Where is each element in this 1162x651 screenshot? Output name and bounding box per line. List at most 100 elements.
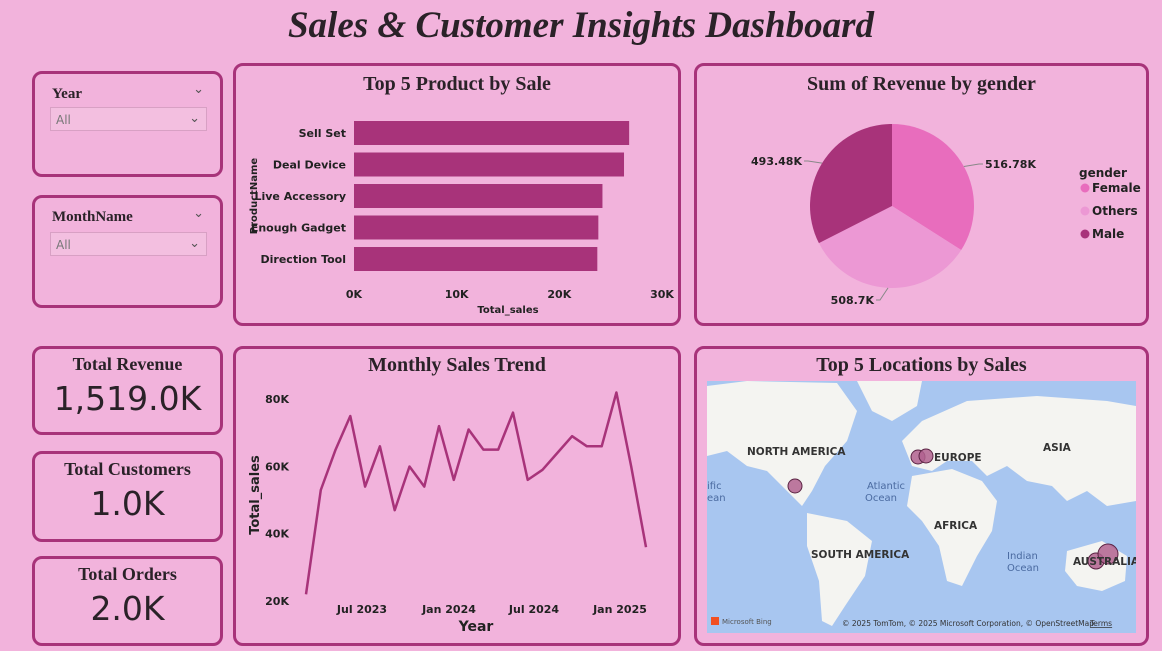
bar-category-label: Deal Device xyxy=(273,159,346,172)
chart-title: Sum of Revenue by gender xyxy=(807,73,1036,95)
ocean-label: Indian xyxy=(1007,551,1038,562)
location-bubble xyxy=(918,448,934,464)
legend-title: gender xyxy=(1079,166,1127,180)
kpi-total-revenue: Total Revenue 1,519.0K xyxy=(32,346,223,435)
dashboard-title: Sales & Customer Insights Dashboard xyxy=(287,5,874,46)
ocean-label: Atlantic xyxy=(867,481,905,492)
location-bubble xyxy=(787,478,803,494)
map-label: AUSTRALIA xyxy=(1073,556,1136,568)
y-tick-label: 40K xyxy=(265,528,289,541)
pie-leader-line xyxy=(876,287,889,301)
kpi-total-customers: Total Customers 1.0K xyxy=(32,451,223,542)
partial-ocean-label: ific xyxy=(707,481,722,492)
year-dropdown-value: All xyxy=(56,113,71,127)
x-tick-label: 20K xyxy=(547,288,571,301)
top-locations-card: Top 5 Locations by Sales NORTH AMERICA E… xyxy=(694,346,1149,646)
kpi-total-orders: Total Orders 2.0K xyxy=(32,556,223,646)
map-label: AFRICA xyxy=(934,520,978,532)
chart-title: Top 5 Locations by Sales xyxy=(816,354,1027,376)
world-map-svg: NORTH AMERICA EUROPE ASIA AFRICA SOUTH A… xyxy=(707,381,1136,628)
africa-land xyxy=(907,469,997,586)
chevron-down-icon: ⌄ xyxy=(189,236,200,251)
pie-value-label: 516.78K xyxy=(985,158,1036,171)
x-tick-label: Jan 2025 xyxy=(592,603,647,616)
north-america-land xyxy=(707,381,857,506)
x-tick-label: 0K xyxy=(346,288,363,301)
bar[interactable] xyxy=(354,121,630,145)
bar[interactable] xyxy=(354,247,598,271)
top-products-bar-chart: Sell Set Deal Device Live Accessory Enough … xyxy=(249,121,674,316)
month-dropdown[interactable]: All ⌄ xyxy=(50,232,207,256)
x-axis-title: Year xyxy=(458,619,494,635)
kpi-label: Total Customers xyxy=(64,459,191,479)
x-axis-title: Total_sales xyxy=(477,305,538,316)
bing-logo-icon xyxy=(711,617,719,625)
y-axis-title: Total_sales xyxy=(248,455,263,535)
legend-marker xyxy=(1080,206,1090,216)
monthly-trend-line-chart: 20K 40K 60K 80K Jul 2023 Jan 2024 Jul 2024 Jan … xyxy=(248,391,648,635)
bar[interactable] xyxy=(354,152,625,177)
kpi-value: 1.0K xyxy=(90,484,165,523)
south-america-land xyxy=(807,513,872,626)
month-slicer: MonthName ⌄ All ⌄ xyxy=(32,195,223,308)
pie-slice[interactable] xyxy=(892,124,974,251)
monthly-trend-card: Monthly Sales Trend 20K 40K 60K 80K Jul 2023… xyxy=(233,346,681,646)
chart-title: Top 5 Product by Sale xyxy=(363,73,551,95)
x-tick-label: Jan 2024 xyxy=(421,603,476,616)
bar-category-label: Direction Tool xyxy=(261,253,346,266)
ocean-label: Ocean xyxy=(865,493,897,504)
pie-value-label: 508.7K xyxy=(831,294,875,307)
map-brand: Microsoft Bing xyxy=(722,618,772,626)
y-tick-label: 80K xyxy=(265,393,289,406)
world-map[interactable]: NORTH AMERICA EUROPE ASIA AFRICA SOUTH A… xyxy=(707,381,1136,633)
map-label: NORTH AMERICA xyxy=(747,446,846,458)
pie-leader-line xyxy=(804,160,823,164)
kpi-value: 1,519.0K xyxy=(53,379,202,418)
bar-category-label: Enough Gadget xyxy=(251,222,346,235)
x-tick-label: Jul 2024 xyxy=(508,603,559,616)
location-bubble xyxy=(1097,543,1119,565)
partial-ocean-label: ean xyxy=(707,493,726,504)
legend-label: Male xyxy=(1092,227,1124,241)
chevron-down-icon[interactable]: ⌄ xyxy=(193,82,204,97)
top-products-card: Top 5 Product by Sale Sell Set Deal Devic… xyxy=(233,63,681,326)
y-axis-title: ProductName xyxy=(249,158,260,235)
x-tick-label: 10K xyxy=(445,288,469,301)
chart-title: Monthly Sales Trend xyxy=(368,354,546,376)
ocean-label: Ocean xyxy=(1007,563,1039,574)
year-slicer-label: Year xyxy=(52,86,82,102)
eurasia-land xyxy=(902,396,1136,506)
chevron-down-icon: ⌄ xyxy=(189,111,200,126)
greenland-land xyxy=(857,381,922,421)
bar[interactable] xyxy=(354,215,599,240)
trend-line[interactable] xyxy=(304,391,648,595)
pie-slice[interactable] xyxy=(818,206,962,288)
map-attribution: © 2025 TomTom, © 2025 Microsoft Corporat… xyxy=(842,619,1094,628)
gender-revenue-card: Sum of Revenue by gender 516.78K 508.7K 49… xyxy=(694,63,1149,326)
legend-marker xyxy=(1080,183,1090,193)
year-dropdown[interactable]: All ⌄ xyxy=(50,107,207,131)
legend-label: Others xyxy=(1092,204,1138,218)
kpi-label: Total Revenue xyxy=(72,354,183,374)
month-dropdown-value: All xyxy=(56,238,71,252)
pie-leader-line xyxy=(963,163,983,168)
map-label: ASIA xyxy=(1043,442,1072,454)
bar-category-label: Sell Set xyxy=(299,127,346,140)
map-label: EUROPE xyxy=(934,452,982,464)
pie-value-label: 493.48K xyxy=(751,155,802,168)
chevron-down-icon[interactable]: ⌄ xyxy=(193,206,204,221)
bar-category-label: Live Accessory xyxy=(254,190,346,203)
pie-slice[interactable] xyxy=(810,124,892,244)
kpi-label: Total Orders xyxy=(78,564,177,584)
kpi-value: 2.0K xyxy=(90,589,165,628)
map-terms-link[interactable]: Terms xyxy=(1089,619,1112,628)
bar[interactable] xyxy=(354,184,603,208)
map-label: SOUTH AMERICA xyxy=(811,549,910,561)
y-tick-label: 20K xyxy=(265,595,289,608)
y-tick-label: 60K xyxy=(265,460,289,473)
legend-label: Female xyxy=(1092,181,1141,195)
month-slicer-label: MonthName xyxy=(52,209,133,225)
legend-marker xyxy=(1080,229,1090,239)
x-tick-label: Jul 2023 xyxy=(336,603,387,616)
